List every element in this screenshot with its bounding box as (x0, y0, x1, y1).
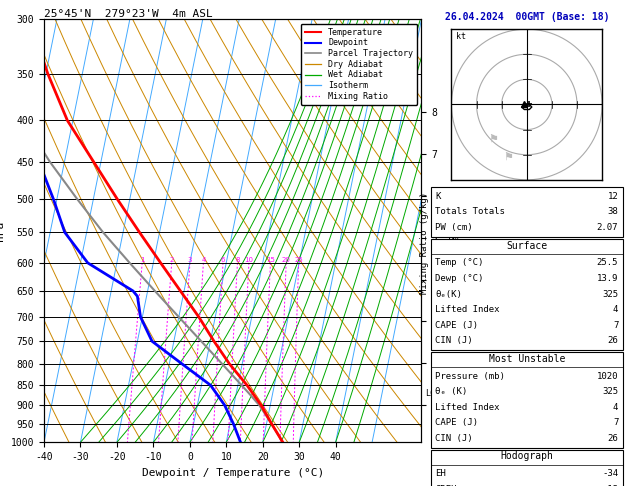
Text: 325: 325 (602, 290, 618, 298)
Text: 4: 4 (201, 257, 206, 263)
Text: 2: 2 (170, 257, 174, 263)
Text: 13.9: 13.9 (597, 274, 618, 283)
Legend: Temperature, Dewpoint, Parcel Trajectory, Dry Adiabat, Wet Adiabat, Isotherm, Mi: Temperature, Dewpoint, Parcel Trajectory… (301, 24, 417, 105)
Text: Lifted Index: Lifted Index (435, 305, 500, 314)
Text: LCL: LCL (426, 389, 440, 398)
Text: Most Unstable: Most Unstable (489, 354, 565, 364)
Text: 25.5: 25.5 (597, 259, 618, 267)
Text: 38: 38 (608, 208, 618, 216)
Text: Temp (°C): Temp (°C) (435, 259, 484, 267)
Text: 2.07: 2.07 (597, 223, 618, 232)
Text: 26: 26 (608, 336, 618, 345)
Text: 7: 7 (613, 321, 618, 330)
Text: Hodograph: Hodograph (500, 451, 554, 462)
Text: 25°45'N  279°23'W  4m ASL: 25°45'N 279°23'W 4m ASL (44, 9, 213, 18)
Text: 15: 15 (266, 257, 275, 263)
Text: CAPE (J): CAPE (J) (435, 321, 478, 330)
Text: 12: 12 (608, 192, 618, 201)
Text: 4: 4 (613, 305, 618, 314)
Text: 7: 7 (613, 418, 618, 427)
Y-axis label: km
ASL: km ASL (445, 231, 462, 252)
Text: 3: 3 (187, 257, 192, 263)
Text: 10: 10 (245, 257, 253, 263)
X-axis label: Dewpoint / Temperature (°C): Dewpoint / Temperature (°C) (142, 468, 324, 478)
Text: θₑ (K): θₑ (K) (435, 387, 467, 396)
Text: K: K (435, 192, 441, 201)
Text: SREH: SREH (435, 485, 457, 486)
Text: Totals Totals: Totals Totals (435, 208, 505, 216)
Text: -12: -12 (602, 485, 618, 486)
Text: Surface: Surface (506, 241, 547, 251)
Text: -34: -34 (602, 469, 618, 478)
Text: 4: 4 (613, 403, 618, 412)
Text: θₑ(K): θₑ(K) (435, 290, 462, 298)
Text: 1: 1 (140, 257, 145, 263)
Text: CAPE (J): CAPE (J) (435, 418, 478, 427)
Text: 6: 6 (221, 257, 225, 263)
Text: © weatheronline.co.uk: © weatheronline.co.uk (474, 472, 579, 481)
Text: 25: 25 (294, 257, 303, 263)
Y-axis label: hPa: hPa (0, 221, 5, 241)
Text: CIN (J): CIN (J) (435, 336, 473, 345)
Text: Pressure (mb): Pressure (mb) (435, 372, 505, 381)
Text: kt: kt (457, 32, 467, 41)
Text: Dewp (°C): Dewp (°C) (435, 274, 484, 283)
Text: ⚑: ⚑ (503, 152, 513, 161)
Text: 325: 325 (602, 387, 618, 396)
Text: 8: 8 (235, 257, 240, 263)
Text: PW (cm): PW (cm) (435, 223, 473, 232)
Text: 20: 20 (282, 257, 291, 263)
Text: 26: 26 (608, 434, 618, 443)
Text: EH: EH (435, 469, 446, 478)
Text: Mixing Ratio (g/kg): Mixing Ratio (g/kg) (420, 192, 429, 294)
Text: ⚑: ⚑ (488, 133, 498, 143)
Text: Lifted Index: Lifted Index (435, 403, 500, 412)
Text: 1020: 1020 (597, 372, 618, 381)
Text: 26.04.2024  00GMT (Base: 18): 26.04.2024 00GMT (Base: 18) (445, 12, 609, 22)
Text: CIN (J): CIN (J) (435, 434, 473, 443)
